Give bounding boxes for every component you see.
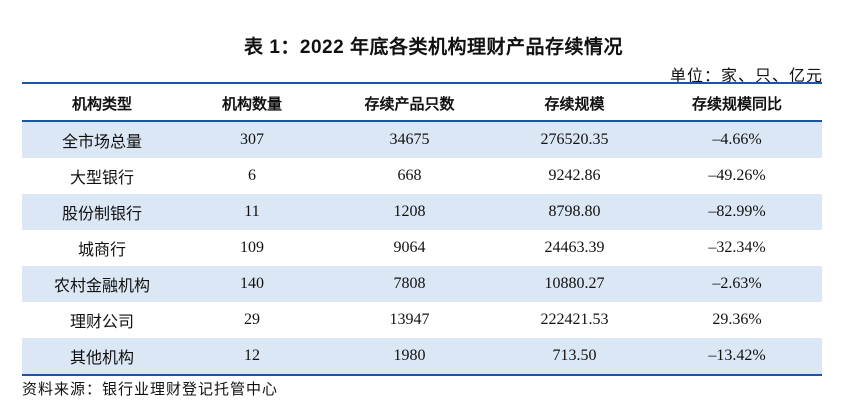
header-scale-yoy: 存续规模同比 bbox=[652, 86, 822, 122]
cell-product-count: 13947 bbox=[389, 311, 430, 328]
cell-institution-type: 其他机构 bbox=[22, 338, 182, 376]
cell-product-count: 34675 bbox=[322, 121, 497, 158]
cell-institution-count: 307 bbox=[182, 121, 322, 158]
header-scale: 存续规模 bbox=[497, 86, 652, 122]
cell-scale-yoy: 29.36% bbox=[712, 311, 762, 328]
table-row: 农村金融机构 140 7808 10880.27 –2.63% bbox=[22, 266, 822, 302]
cell-scale: 222421.53 bbox=[540, 311, 609, 328]
cell-product-count: 9064 bbox=[393, 239, 426, 256]
table-row: 城商行 109 9064 24463.39 –32.34% bbox=[22, 230, 822, 266]
cell-scale: 276520.35 bbox=[497, 121, 652, 158]
cell-institution-type: 股份制银行 bbox=[22, 194, 182, 230]
header-row: 机构类型 机构数量 存续产品只数 存续规模 存续规模同比 bbox=[22, 86, 822, 122]
cell-scale-yoy: –49.26% bbox=[708, 167, 766, 184]
cell-scale: 24463.39 bbox=[544, 239, 605, 256]
data-table: 机构类型 机构数量 存续产品只数 存续规模 存续规模同比 全市场总量 307 3… bbox=[22, 86, 822, 376]
cell-scale-yoy: –32.34% bbox=[708, 239, 766, 256]
top-rule bbox=[22, 82, 822, 84]
cell-scale-yoy: –82.99% bbox=[652, 194, 822, 230]
cell-scale: 10880.27 bbox=[497, 266, 652, 302]
header-institution-count: 机构数量 bbox=[182, 86, 322, 122]
cell-product-count: 7808 bbox=[322, 266, 497, 302]
cell-institution-type: 农村金融机构 bbox=[22, 266, 182, 302]
cell-scale-yoy: –4.66% bbox=[652, 121, 822, 158]
cell-institution-count: 29 bbox=[244, 311, 260, 328]
cell-institution-type: 大型银行 bbox=[69, 170, 134, 187]
unit-note: 单位：家、只、亿元 bbox=[669, 68, 823, 85]
cell-scale: 713.50 bbox=[497, 338, 652, 376]
cell-institution-count: 6 bbox=[248, 167, 256, 184]
cell-scale-yoy: –13.42% bbox=[652, 338, 822, 376]
table-row: 其他机构 12 1980 713.50 –13.42% bbox=[22, 338, 822, 376]
table-row: 股份制银行 11 1208 8798.80 –82.99% bbox=[22, 194, 822, 230]
cell-product-count: 1208 bbox=[322, 194, 497, 230]
cell-institution-count: 140 bbox=[182, 266, 322, 302]
cell-institution-count: 109 bbox=[240, 239, 264, 256]
table-row: 全市场总量 307 34675 276520.35 –4.66% bbox=[22, 121, 822, 158]
cell-product-count: 668 bbox=[397, 167, 422, 184]
cell-scale-yoy: –2.63% bbox=[652, 266, 822, 302]
cell-scale: 9242.86 bbox=[548, 167, 601, 184]
cell-institution-count: 11 bbox=[182, 194, 322, 230]
header-institution-type: 机构类型 bbox=[22, 86, 182, 122]
table-row: 大型银行 6 668 9242.86 –49.26% bbox=[22, 158, 822, 194]
cell-product-count: 1980 bbox=[322, 338, 497, 376]
cell-institution-count: 12 bbox=[182, 338, 322, 376]
cell-institution-type: 全市场总量 bbox=[22, 121, 182, 158]
table-title: 表 1：2022 年底各类机构理财产品存续情况 bbox=[244, 37, 623, 58]
cell-institution-type: 理财公司 bbox=[69, 314, 134, 331]
cell-institution-type: 城商行 bbox=[77, 242, 126, 259]
header-product-count: 存续产品只数 bbox=[322, 86, 497, 122]
table-row: 理财公司 29 13947 222421.53 29.36% bbox=[22, 302, 822, 338]
cell-scale: 8798.80 bbox=[497, 194, 652, 230]
source-note: 资料来源：银行业理财登记托管中心 bbox=[22, 382, 279, 398]
